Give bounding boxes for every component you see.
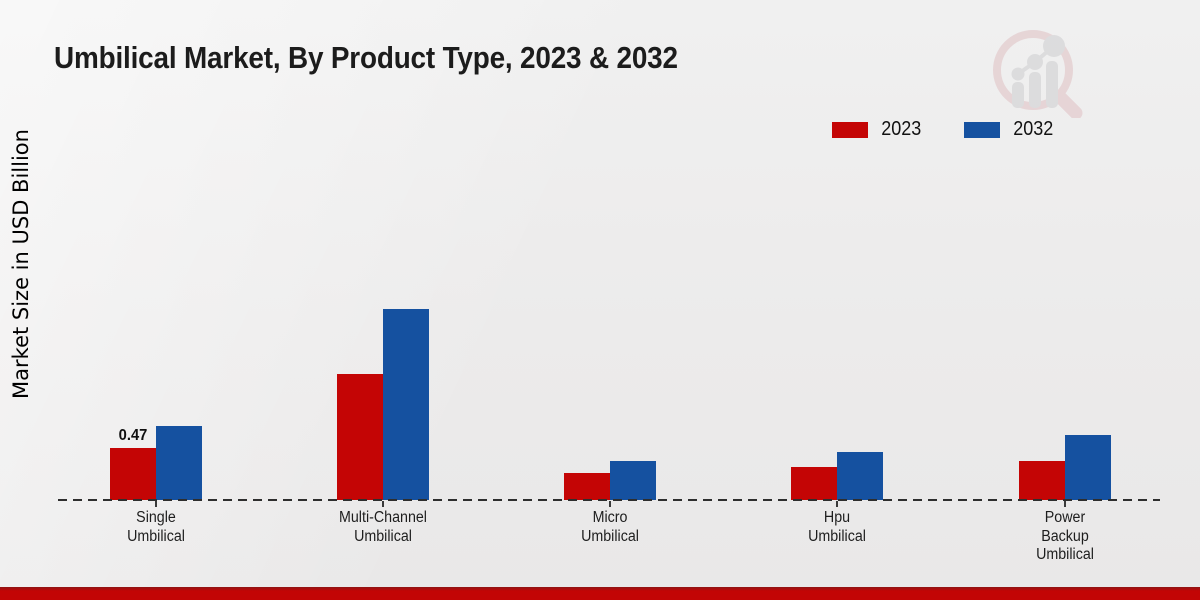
magnifier-bar-chart-logo-icon — [993, 30, 1083, 118]
bar-2032-5 — [1064, 435, 1111, 500]
bar-2032-3 — [610, 461, 657, 500]
legend-item-2023: 2023 — [832, 118, 924, 141]
legend-swatch-2023 — [832, 121, 868, 138]
x-axis-tick — [609, 501, 612, 507]
bar-2023-1 — [109, 448, 156, 500]
category-label: Single Umbilical — [126, 509, 185, 545]
legend-item-2032: 2032 — [963, 118, 1056, 141]
category-label: Micro Umbilical — [581, 509, 640, 545]
bar-value-label: 0.47 — [118, 427, 147, 445]
footer-accent-bar — [0, 587, 1200, 600]
bar-2023-3 — [564, 473, 611, 500]
category-label: Hpu Umbilical — [808, 509, 867, 545]
legend-label-2023: 2023 — [881, 118, 922, 140]
bar-2023-5 — [1018, 461, 1065, 500]
chart-title: Umbilical Market, By Product Type, 2023 … — [54, 40, 678, 75]
bar-2032-4 — [837, 452, 884, 500]
bar-2023-2 — [336, 374, 383, 500]
legend: 2023 2032 — [832, 118, 1055, 141]
bar-2032-2 — [382, 309, 429, 500]
x-axis-tick — [1063, 501, 1066, 507]
x-axis-tick — [154, 501, 157, 507]
bar-2032-1 — [155, 426, 202, 500]
category-label: Multi-Channel Umbilical — [338, 509, 427, 545]
legend-label-2032: 2032 — [1012, 118, 1053, 140]
x-axis-dashed-line — [58, 499, 1160, 501]
bar-2023-4 — [791, 467, 838, 500]
legend-swatch-2032 — [963, 121, 1000, 138]
category-label: Power Backup Umbilical — [1035, 509, 1094, 563]
x-axis-tick — [381, 501, 384, 507]
x-axis-tick — [836, 501, 839, 507]
